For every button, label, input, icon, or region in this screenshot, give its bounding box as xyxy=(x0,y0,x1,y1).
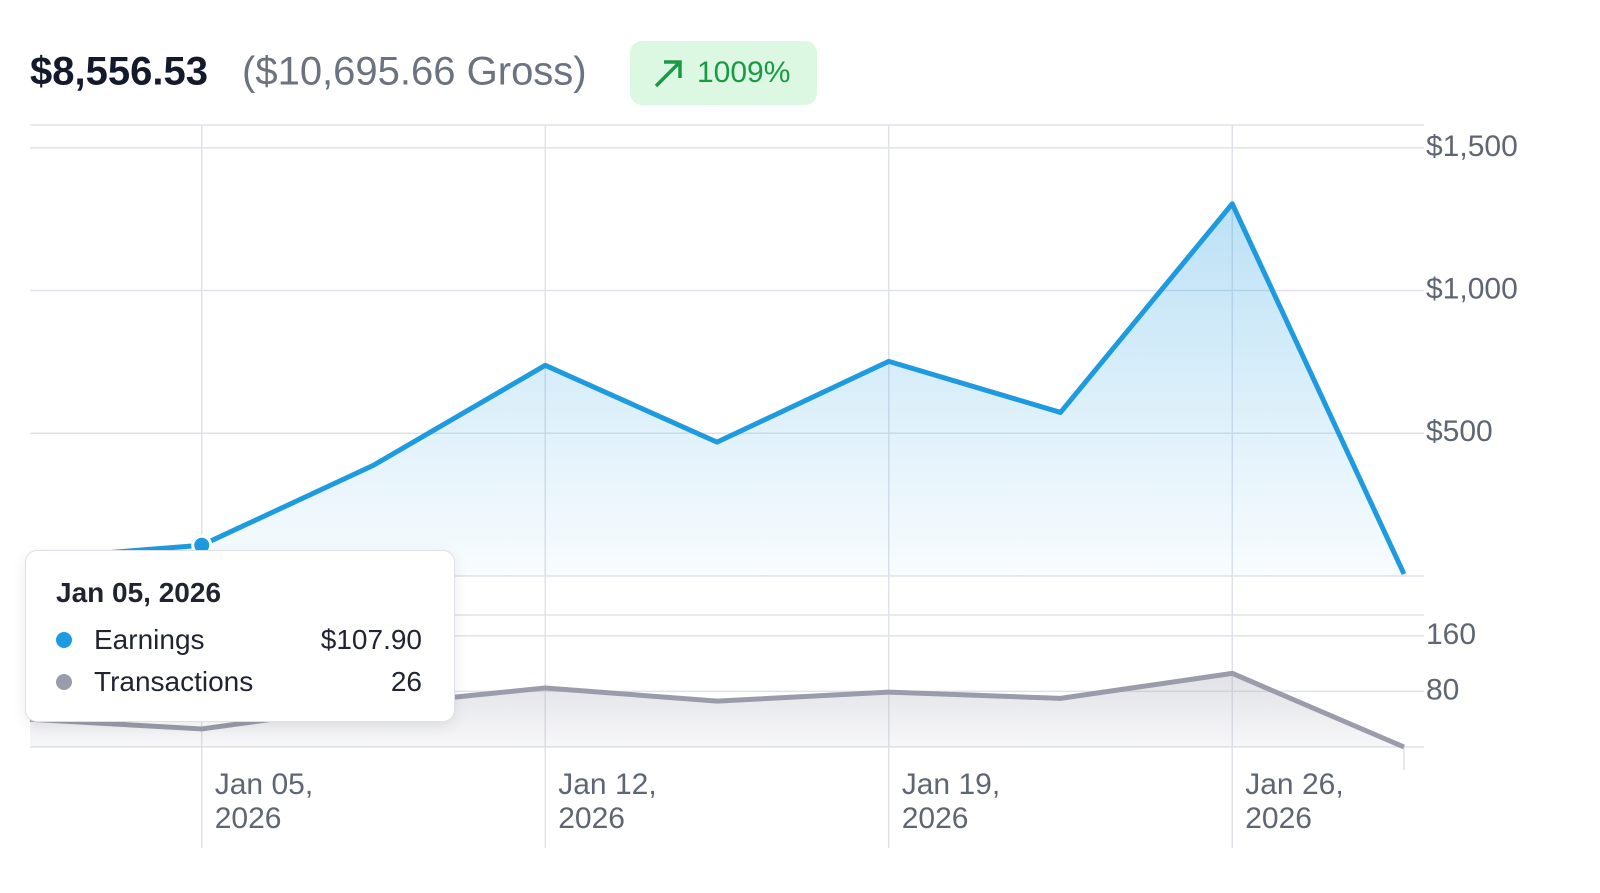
area xyxy=(30,673,1404,747)
x-tick-label: Jan 05, 2026 xyxy=(215,768,313,835)
x-tick-line: 2026 xyxy=(902,802,969,835)
y-tick-label: $1,000 xyxy=(1426,272,1518,305)
x-tick-line: Jan 05, xyxy=(215,768,313,801)
tooltip-value: $107.90 xyxy=(320,624,422,655)
tooltip: Jan 05, 2026 Earnings $107.90 Transaction… xyxy=(25,550,455,722)
total: $8,556.53 xyxy=(30,50,208,94)
change-badge xyxy=(630,41,817,105)
y-tick-label: 160 xyxy=(1426,618,1476,651)
x-tick-line: Jan 26, xyxy=(1245,768,1343,801)
legend-dot xyxy=(56,632,72,648)
x-tick-label: Jan 12, 2026 xyxy=(558,768,656,835)
gross: ($10,695.66 Gross) xyxy=(242,50,587,94)
x-tick-label: Jan 26, 2026 xyxy=(1245,768,1343,835)
legend-dot xyxy=(56,674,72,690)
y-tick-label: $1,500 xyxy=(1426,130,1518,163)
x-tick-label: Jan 19, 2026 xyxy=(902,768,1000,835)
x-tick-line: 2026 xyxy=(1245,802,1312,835)
x-tick-line: 2026 xyxy=(558,802,625,835)
area xyxy=(30,203,1404,576)
change: 1009% xyxy=(697,56,790,89)
tooltip-row: Transactions 26 xyxy=(56,661,422,703)
x-tick-line: 2026 xyxy=(215,802,282,835)
tooltip-label: Transactions xyxy=(94,666,254,697)
up-arrow xyxy=(654,60,682,88)
tooltip-row: Earnings $107.90 xyxy=(56,619,422,661)
line xyxy=(29,201,1407,576)
tooltip-value: 26 xyxy=(390,666,422,697)
x-tick-line: Jan 19, xyxy=(902,768,1000,801)
tooltip-label: Earnings xyxy=(94,624,205,655)
y-tick-label: $500 xyxy=(1426,415,1493,448)
x-tick-line: Jan 12, xyxy=(558,768,656,801)
y-tick-label: 80 xyxy=(1426,673,1459,706)
tooltip-title: Jan 05, 2026 xyxy=(56,577,222,608)
